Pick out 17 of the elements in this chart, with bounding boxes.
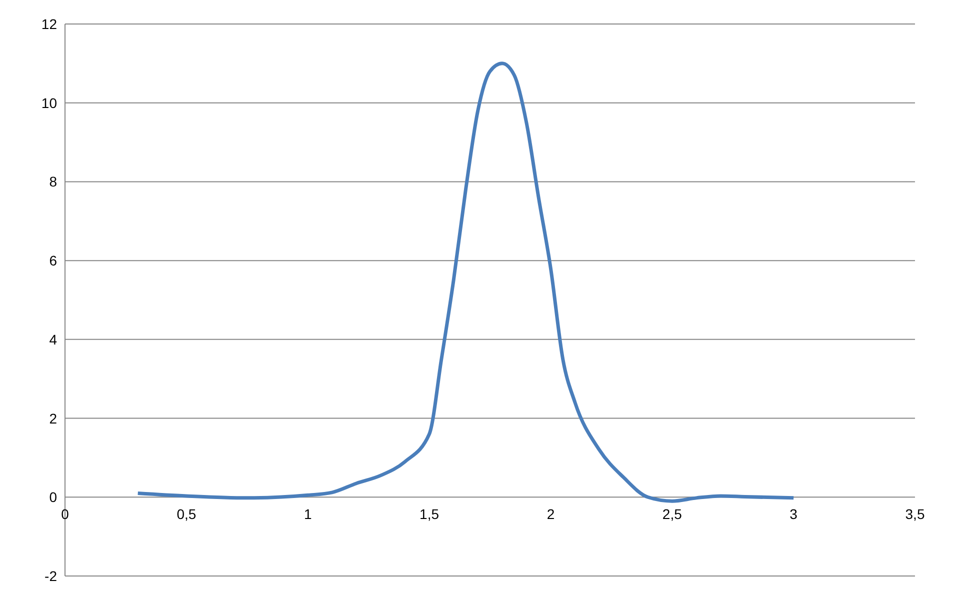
x-tick-label: 2 xyxy=(546,506,555,522)
x-tick-label: 2,5 xyxy=(662,506,682,522)
y-tick-label: 0 xyxy=(49,489,58,506)
y-tick-label: 2 xyxy=(49,410,58,426)
y-tick-label: 4 xyxy=(49,331,58,348)
line-series xyxy=(136,62,796,503)
x-tick-label: 0 xyxy=(61,506,70,522)
x-tick-label: 1 xyxy=(304,506,312,522)
y-tick-label: 8 xyxy=(49,174,58,190)
x-tick-label: 1,5 xyxy=(420,506,440,522)
x-tick-label: 3,5 xyxy=(905,506,925,522)
x-tick-label: 0,5 xyxy=(176,506,196,522)
x-tick-label: 3 xyxy=(790,506,798,522)
y-tick-label: 10 xyxy=(41,94,58,111)
y-tick-label: 6 xyxy=(49,252,58,269)
y-tick-label: 12 xyxy=(41,16,58,32)
y-tick-label: -2 xyxy=(44,568,58,584)
